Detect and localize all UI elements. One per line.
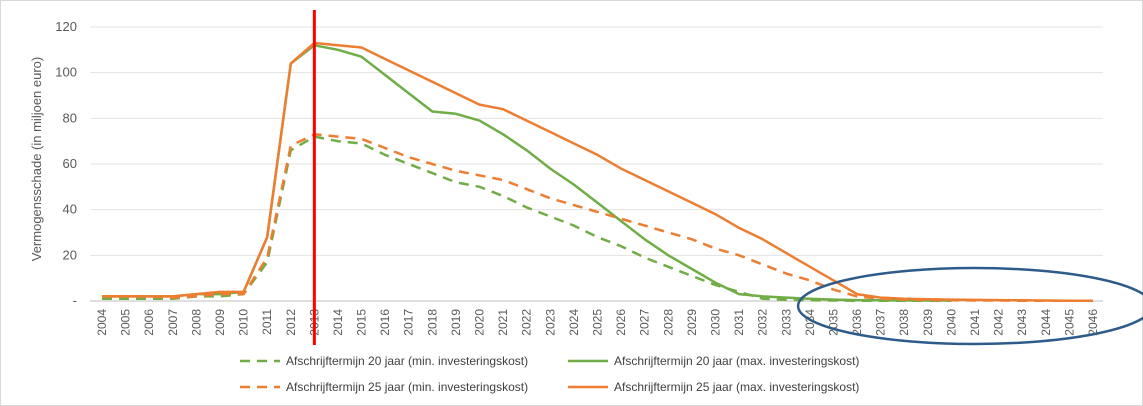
- x-tick-label: 2037: [874, 309, 888, 336]
- x-tick-label: 2020: [473, 309, 487, 336]
- x-axis-ticks: 2004200520062007200820092010201120122013…: [95, 309, 1100, 336]
- y-tick-label: 40: [63, 202, 77, 217]
- x-tick-label: 2042: [992, 309, 1006, 336]
- x-tick-label: 2017: [402, 309, 416, 336]
- x-tick-label: 2018: [425, 309, 439, 336]
- x-tick-label: 2033: [779, 309, 793, 336]
- legend-label: Afschrijftermijn 20 jaar (max. investeri…: [614, 354, 859, 368]
- x-tick-label: 2043: [1015, 309, 1029, 336]
- x-tick-label: 2041: [968, 309, 982, 336]
- y-tick-label: 80: [63, 110, 77, 125]
- x-tick-label: 2031: [732, 309, 746, 336]
- x-tick-label: 2034: [803, 309, 817, 336]
- x-tick-label: 2004: [95, 309, 109, 336]
- series-line: [102, 41, 1093, 303]
- x-tick-label: 2016: [378, 309, 392, 336]
- legend-label: Afschrijftermijn 20 jaar (min. investeri…: [286, 354, 528, 368]
- x-tick-label: 2035: [826, 309, 840, 336]
- x-tick-label: 2015: [355, 309, 369, 336]
- x-tick-label: 2010: [237, 309, 251, 336]
- x-tick-label: 2023: [543, 309, 557, 336]
- x-tick-label: 2006: [142, 309, 156, 336]
- x-tick-label: 2027: [638, 309, 652, 336]
- x-tick-label: 2011: [260, 309, 274, 335]
- x-tick-label: 2028: [661, 309, 675, 336]
- x-tick-label: 2009: [213, 309, 227, 336]
- x-tick-label: 2044: [1039, 309, 1053, 336]
- legend-label: Afschrijftermijn 25 jaar (max. investeri…: [614, 380, 859, 394]
- x-tick-label: 2005: [119, 309, 133, 336]
- x-tick-label: 2021: [496, 309, 510, 336]
- y-axis-label: Vermogensschade (in miljoen euro): [29, 57, 44, 262]
- x-tick-label: 2019: [449, 309, 463, 336]
- x-tick-label: 2007: [166, 309, 180, 336]
- x-tick-label: 2046: [1086, 309, 1100, 336]
- y-tick-label: 20: [63, 247, 77, 262]
- y-tick-label: 60: [63, 156, 77, 171]
- x-tick-label: 2045: [1062, 309, 1076, 336]
- highlight-ellipse: [796, 266, 1143, 346]
- x-tick-label: 2024: [567, 309, 581, 336]
- x-tick-label: 2030: [708, 309, 722, 336]
- x-tick-label: 2029: [685, 309, 699, 336]
- x-tick-label: 2038: [897, 309, 911, 336]
- x-tick-label: 2032: [756, 309, 770, 336]
- y-tick-label: 100: [55, 65, 77, 80]
- legend: Afschrijftermijn 20 jaar (min. investeri…: [240, 354, 859, 394]
- series-line: [102, 133, 1093, 303]
- annotations: [312, 10, 1143, 346]
- y-tick-label: -: [73, 293, 77, 308]
- x-tick-label: 2014: [331, 309, 345, 336]
- x-tick-label: 2026: [614, 309, 628, 336]
- legend-label: Afschrijftermijn 25 jaar (min. investeri…: [286, 380, 528, 394]
- x-tick-label: 2039: [921, 309, 935, 336]
- x-tick-label: 2040: [944, 309, 958, 336]
- series: [102, 41, 1093, 303]
- x-tick-label: 2036: [850, 309, 864, 336]
- y-tick-label: 120: [55, 19, 77, 34]
- x-tick-label: 2008: [189, 309, 203, 336]
- y-axis-ticks: - 20 40 60 80 100 120: [55, 19, 77, 308]
- x-tick-label: 2022: [520, 309, 534, 336]
- x-tick-label: 2025: [591, 309, 605, 336]
- x-tick-label: 2012: [284, 309, 298, 336]
